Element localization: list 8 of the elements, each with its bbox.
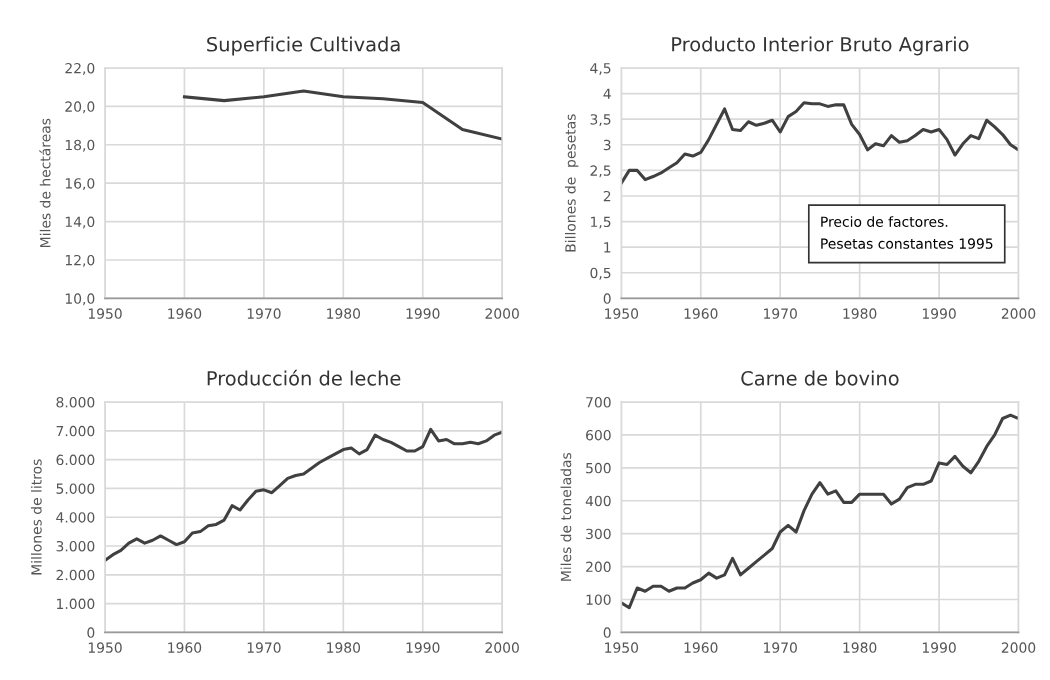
chart-title: Producción de leche [207,369,401,386]
line-series [621,101,1019,185]
line-series [105,427,503,562]
chart-title: Producto Interior Bruto Agrario [672,36,969,56]
line-series [182,89,503,141]
chart-title: Superficie Cultivada [207,36,400,56]
chart-title: Carne de bovino [741,370,899,386]
line-series [621,413,1019,610]
